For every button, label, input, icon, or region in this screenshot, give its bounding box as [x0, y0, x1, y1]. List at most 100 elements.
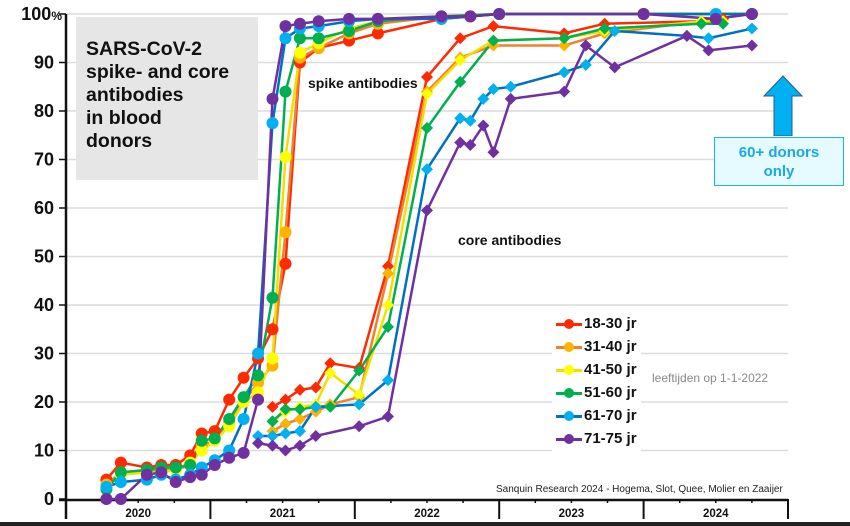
- spike-data-point: [237, 391, 250, 404]
- spike-data-point: [312, 32, 325, 45]
- core-data-point: [353, 398, 366, 411]
- legend-swatch-icon: [556, 363, 582, 377]
- x-tick-label: 2021: [270, 508, 296, 520]
- y-tick-label: 60: [34, 198, 54, 218]
- core-data-point: [324, 400, 337, 413]
- spike-data-point: [114, 493, 127, 505]
- legend-label: 41-50 jr: [584, 361, 637, 378]
- core-data-point: [454, 54, 467, 67]
- y-tick-label: 100%: [21, 4, 62, 24]
- spike-data-point: [464, 10, 477, 23]
- spike-data-point: [114, 466, 127, 479]
- spike-data-point: [279, 32, 292, 45]
- core-data-point: [353, 420, 366, 433]
- y-tick-label: 70: [34, 150, 54, 170]
- spike-data-point: [223, 412, 236, 425]
- spike-data-point: [279, 257, 292, 270]
- core-data-point: [279, 427, 292, 440]
- legend-swatch-icon: [556, 432, 582, 446]
- legend-item: 51-60 jr: [556, 381, 637, 404]
- core-data-point: [266, 429, 279, 442]
- core-data-point: [464, 114, 477, 127]
- legend-item: 18-30 jr: [556, 312, 637, 335]
- core-data-point: [579, 39, 592, 52]
- legend-swatch-icon: [556, 317, 582, 331]
- y-tick-label: 0: [44, 489, 54, 509]
- core-data-point: [454, 136, 467, 149]
- core-data-point: [421, 204, 433, 217]
- x-tick-labels: 2020 2021 2022 2023 2024: [125, 508, 729, 520]
- y-tick-label: 90: [34, 53, 54, 73]
- core-data-point: [487, 83, 500, 96]
- legend: 18-30 jr 31-40 jr 41-50 jr 51-60 jr 61-70 jr…: [552, 310, 641, 452]
- markers-71-75-jr: [100, 8, 758, 505]
- spike-data-point: [312, 15, 325, 28]
- spike-data-point: [169, 461, 182, 474]
- core-data-point: [454, 32, 467, 45]
- legend-label: 71-75 jr: [584, 430, 637, 447]
- legend-note: leeftijden op 1-1-2022: [652, 371, 769, 385]
- spike-annotation: spike antibodies: [308, 75, 418, 91]
- core-data-point: [558, 66, 571, 79]
- core-data-point: [382, 410, 395, 423]
- core-data-point: [279, 403, 292, 416]
- y-tick-label: 80: [34, 101, 54, 121]
- core-data-point: [324, 366, 337, 379]
- core-data-point: [487, 34, 500, 47]
- legend-label: 31-40 jr: [584, 338, 637, 355]
- spike-data-point: [293, 32, 306, 45]
- spike-data-point: [195, 434, 208, 447]
- spike-data-point: [237, 412, 250, 425]
- spike-data-point: [293, 46, 306, 59]
- core-data-point: [309, 381, 322, 394]
- core-data-point: [680, 29, 693, 42]
- core-data-point: [487, 20, 500, 33]
- series-group: [100, 8, 758, 505]
- core-data-point: [309, 400, 322, 413]
- core-data-point: [279, 417, 292, 430]
- spike-data-point: [155, 466, 168, 479]
- spike-data-point: [100, 493, 113, 505]
- legend-item: 61-70 jr: [556, 404, 637, 427]
- core-data-point: [421, 163, 433, 176]
- core-data-point: [477, 92, 490, 105]
- core-data-point: [504, 92, 517, 105]
- y-tick-label: 20: [34, 392, 54, 412]
- core-data-point: [252, 437, 265, 450]
- core-data-point: [382, 374, 395, 387]
- y-tick-label: 10: [34, 441, 54, 461]
- spike-data-point: [223, 451, 236, 464]
- spike-data-point: [745, 8, 758, 20]
- y-tick-label: 50: [34, 247, 54, 267]
- title-box: [76, 17, 258, 180]
- core-data-point: [353, 388, 366, 401]
- spike-data-point: [266, 92, 279, 105]
- core-data-point: [293, 403, 306, 416]
- spike-data-point: [195, 444, 208, 457]
- core-data-point: [702, 32, 715, 45]
- core-data-point: [353, 364, 366, 377]
- spike-data-point: [343, 12, 356, 25]
- legend-item: 31-40 jr: [556, 335, 637, 358]
- core-data-point: [487, 146, 500, 159]
- spike-data-point: [266, 323, 279, 336]
- x-tick-label: 2022: [414, 508, 440, 520]
- core-data-point: [266, 415, 279, 428]
- spike-data-point: [223, 393, 236, 406]
- core-data-point: [266, 439, 279, 452]
- legend-label: 18-30 jr: [584, 315, 637, 332]
- spike-data-point: [709, 12, 722, 25]
- core-data-point: [598, 22, 611, 35]
- spike-data-point: [184, 471, 197, 484]
- core-data-point: [608, 61, 621, 74]
- core-annotation: core antibodies: [458, 232, 562, 248]
- y-tick-labels: 0 10 20 30 40 50 60 70 80 90 100%: [21, 4, 62, 509]
- core-data-point: [421, 88, 433, 101]
- core-data-point: [558, 85, 571, 98]
- spike-data-point: [637, 8, 650, 20]
- x-tick-label: 2020: [125, 508, 151, 520]
- core-data-point: [279, 393, 292, 406]
- core-data-point: [266, 400, 279, 413]
- spike-data-point: [184, 459, 197, 472]
